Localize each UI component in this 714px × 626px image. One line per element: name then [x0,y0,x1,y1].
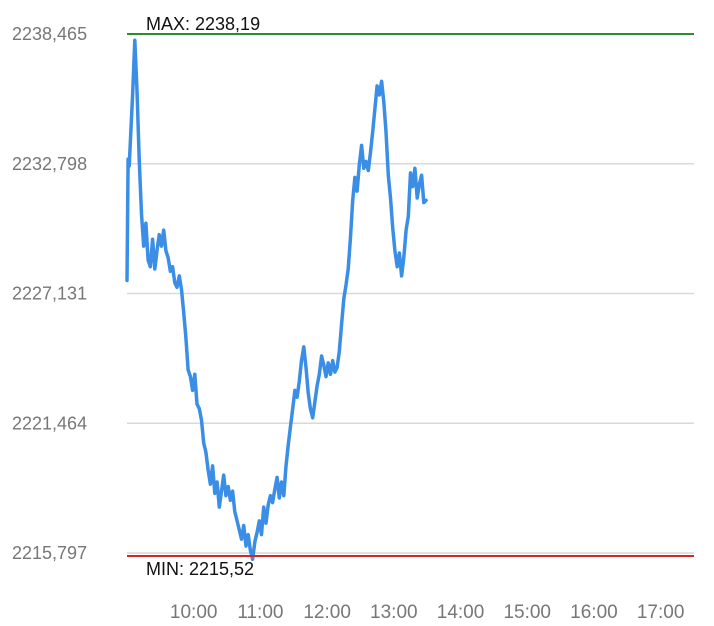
x-axis-tick-labels: 10:00 11:00 12:00 13:00 14:00 15:00 16:00 17:00 [170,602,684,623]
max-label: MAX: 2238,19 [146,14,260,34]
y-tick-label: 2227,131 [12,284,87,304]
price-series-line [125,38,428,562]
x-tick-label: 14:00 [437,602,485,623]
y-tick-label: 2221,464 [12,413,87,433]
x-tick-label: 16:00 [570,602,618,623]
y-tick-label: 2215,797 [12,543,87,563]
x-tick-label: 13:00 [370,602,418,623]
x-tick-label: 15:00 [503,602,551,623]
series-layer [125,38,428,562]
y-axis-tick-labels: 2238,465 2232,798 2227,131 2221,464 2215,797 [12,24,87,563]
x-tick-label: 11:00 [237,602,283,623]
reference-lines: MAX: 2238,19 MIN: 2215,52 [127,14,694,579]
y-tick-label: 2238,465 [12,24,87,44]
min-label: MIN: 2215,52 [146,559,254,579]
x-tick-label: 12:00 [303,602,351,623]
x-tick-label: 10:00 [170,602,218,623]
x-tick-label: 17:00 [637,602,685,623]
y-tick-label: 2232,798 [12,154,87,174]
